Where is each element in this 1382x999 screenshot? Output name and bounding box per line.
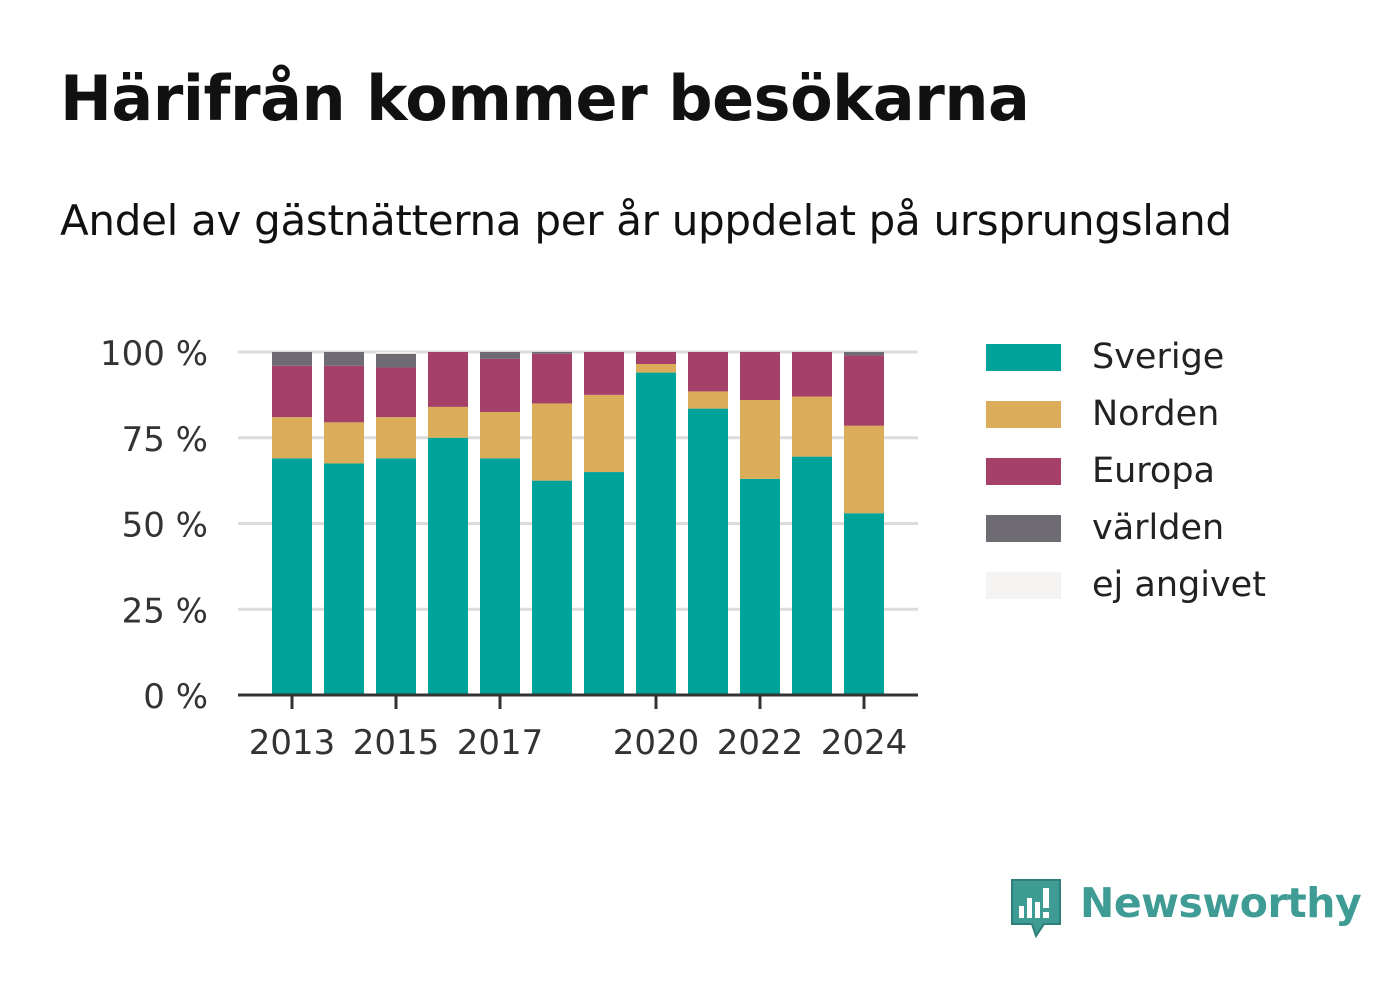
bar-segment [532, 352, 572, 354]
bar-segment [792, 352, 832, 397]
y-tick-label: 75 % [122, 420, 208, 460]
bar-segment [532, 353, 572, 404]
bar-segment [376, 458, 416, 695]
bar-segment [844, 352, 884, 356]
legend-label: Europa [1092, 451, 1215, 491]
legend-swatch [986, 344, 1061, 371]
bar-segment [636, 352, 676, 365]
bar-segment [584, 352, 624, 395]
bar-segment [324, 352, 364, 366]
x-tick-label: 2022 [717, 723, 804, 763]
y-tick-label: 100 % [100, 334, 208, 374]
bar-segment [376, 417, 416, 459]
x-tick-label: 2013 [249, 723, 336, 763]
legend-label: Sverige [1092, 337, 1225, 377]
bar-segment [324, 422, 364, 464]
bar-segment [636, 372, 676, 695]
bar-segment [688, 408, 728, 695]
legend-swatch [986, 572, 1061, 599]
bar-segment [324, 463, 364, 695]
x-tick-label: 2017 [457, 723, 544, 763]
bar-segment [688, 352, 728, 392]
bar-segment [532, 480, 572, 695]
page-subtitle: Andel av gästnätterna per år uppdelat på… [60, 196, 1232, 245]
bar-segment [792, 396, 832, 457]
bar-segment [844, 355, 884, 426]
legend-label: världen [1092, 508, 1225, 548]
legend-label: Norden [1092, 394, 1220, 434]
y-tick-label: 25 % [122, 591, 208, 631]
x-tick-label: 2015 [353, 723, 440, 763]
bar-segment [428, 437, 468, 695]
bar-segment [428, 352, 468, 407]
bar-segment [272, 417, 312, 459]
legend-swatch [986, 515, 1061, 542]
bar-segment [844, 513, 884, 695]
bar-segment [532, 403, 572, 481]
bar-segment [376, 352, 416, 354]
bar-segment [792, 456, 832, 695]
bar-segment [584, 394, 624, 473]
brand-name: Newsworthy [1080, 879, 1362, 927]
newsworthy-logo-icon [1011, 879, 1061, 939]
y-tick-label: 50 % [122, 506, 208, 546]
bar-segment [480, 412, 520, 459]
bar-segment [272, 458, 312, 695]
bar-segment [324, 365, 364, 423]
legend-swatch [986, 458, 1061, 485]
legend-label: ej angivet [1092, 565, 1266, 605]
legend-swatch [986, 401, 1061, 428]
page-title: Härifrån kommer besökarna [60, 62, 1030, 135]
bar-segment [272, 365, 312, 418]
bar-segment [480, 458, 520, 695]
bar-segment [428, 406, 468, 438]
x-tick-label: 2020 [613, 723, 700, 763]
bar-segment [740, 352, 780, 401]
bar-segment [636, 364, 676, 373]
y-tick-label: 0 % [143, 677, 208, 717]
bar-segment [844, 425, 884, 514]
bar-segment [480, 358, 520, 413]
bar-segment [740, 400, 780, 479]
bar-segment [376, 353, 416, 368]
bar-segment [480, 352, 520, 359]
bar-segment [688, 391, 728, 409]
bar-segment [272, 352, 312, 366]
bar-segment [376, 367, 416, 418]
x-tick-label: 2024 [821, 723, 908, 763]
bar-segment [584, 472, 624, 695]
bar-segment [740, 478, 780, 695]
